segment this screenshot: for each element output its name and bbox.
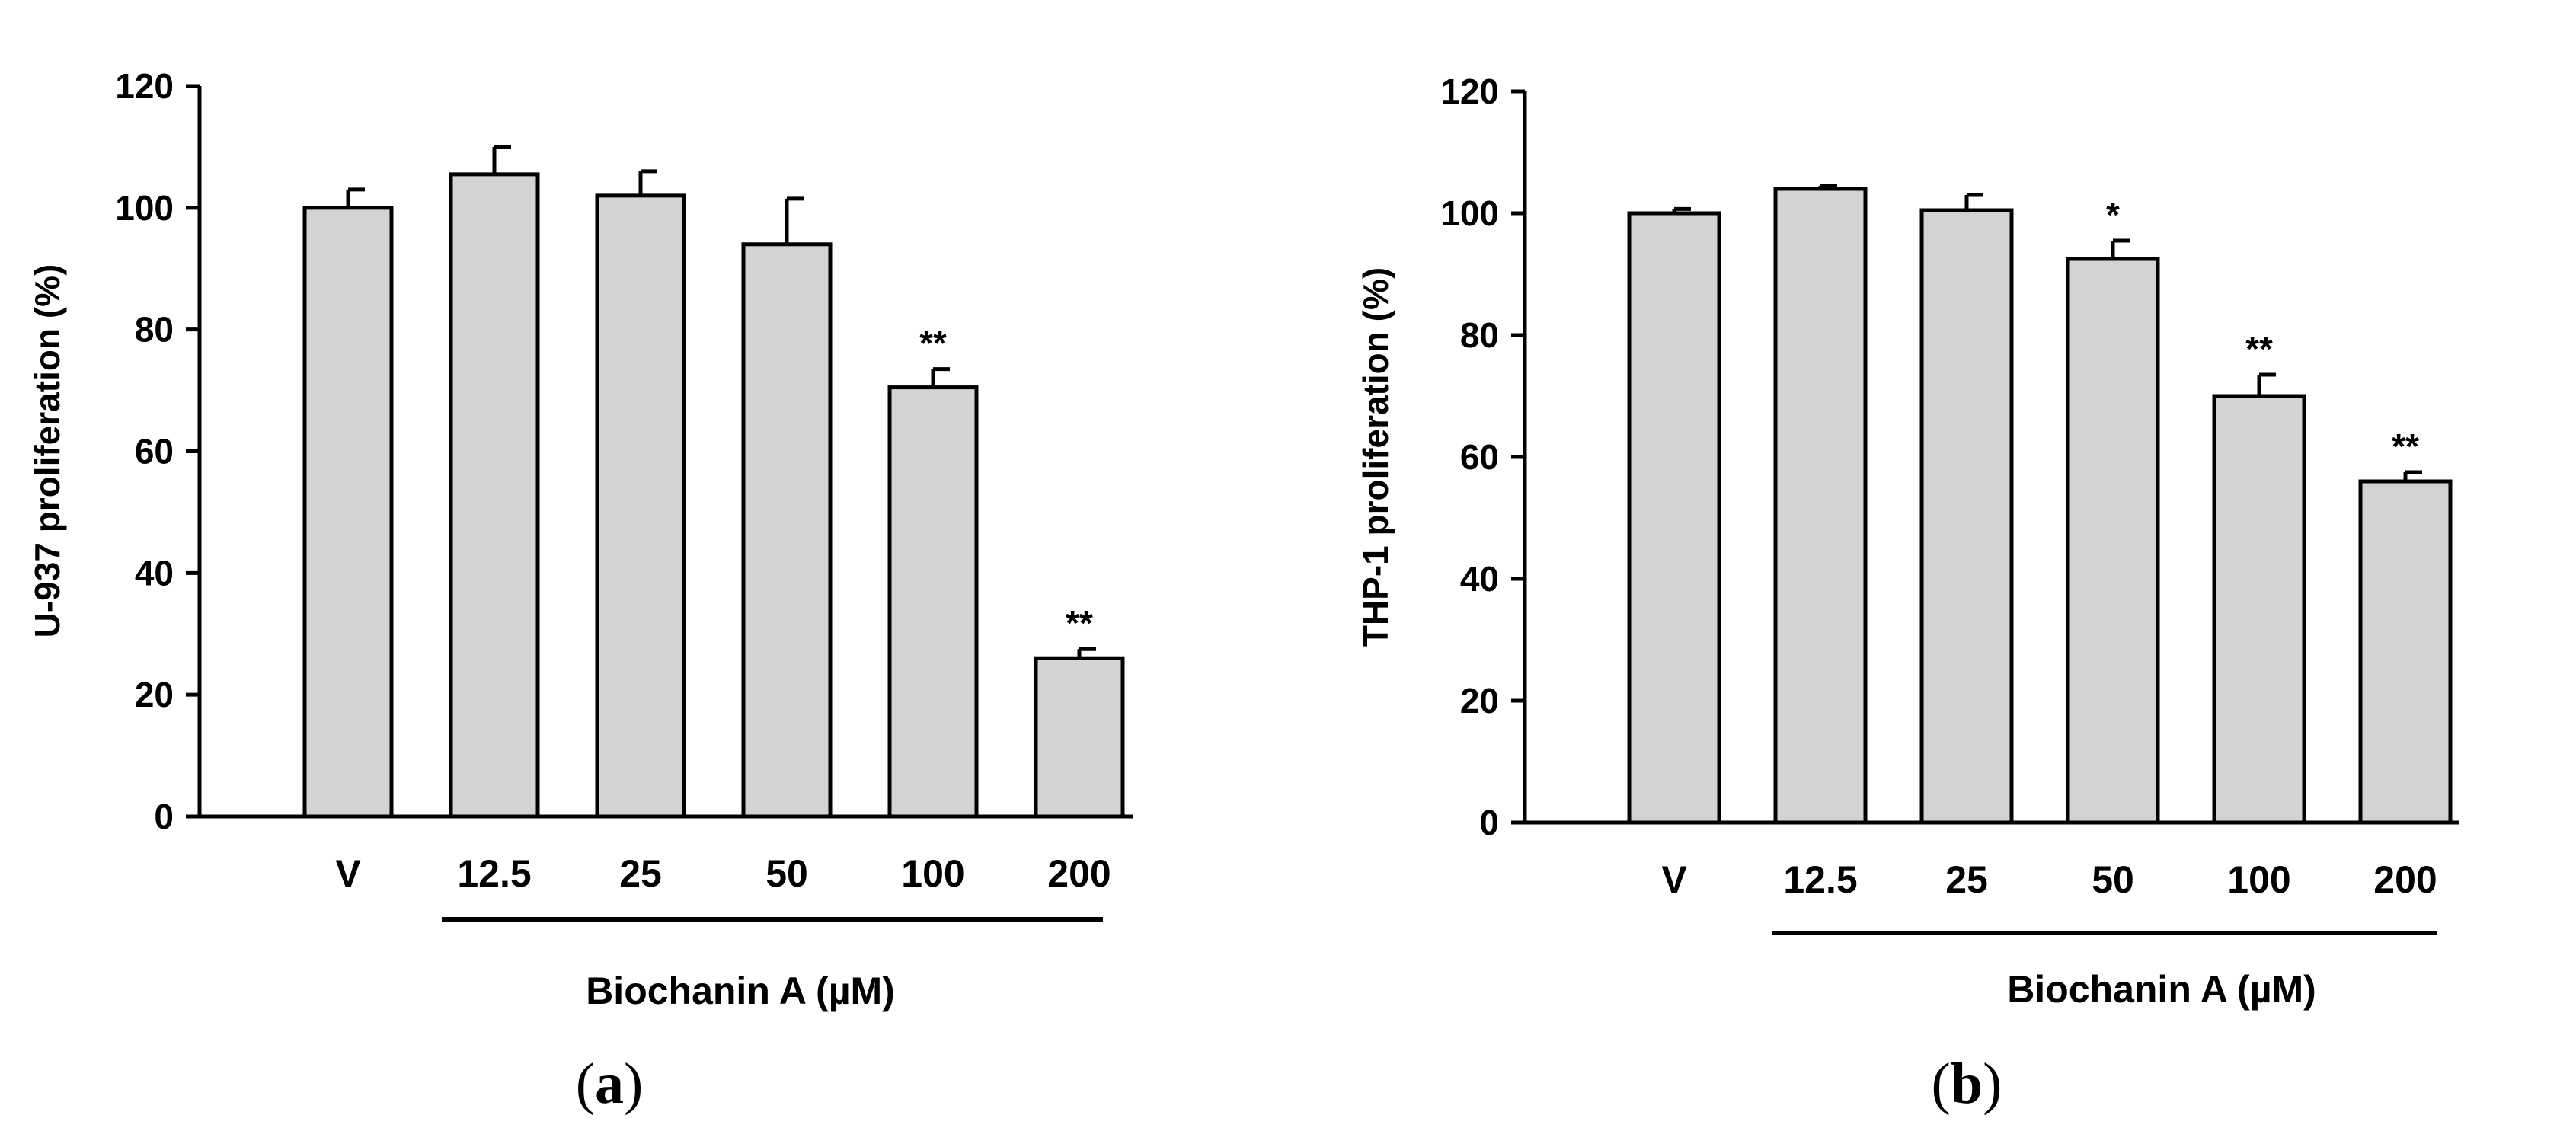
y-tick-label: 0 bbox=[154, 797, 174, 836]
x-axis-label: Biochanin A (µM) bbox=[586, 970, 895, 1012]
y-tick-label: 120 bbox=[115, 66, 174, 106]
x-tick-label: 25 bbox=[1945, 858, 1988, 901]
x-tick-label: 25 bbox=[619, 852, 662, 895]
y-tick-label: 120 bbox=[1440, 72, 1499, 111]
bar bbox=[1034, 656, 1125, 819]
y-tick-label: 60 bbox=[135, 432, 174, 471]
bar bbox=[1919, 208, 2014, 825]
x-tick-label: 100 bbox=[901, 852, 964, 895]
bar bbox=[1627, 211, 1721, 825]
x-tick-label: 12.5 bbox=[457, 852, 531, 895]
y-tick-label: 100 bbox=[1440, 193, 1499, 233]
x-tick-label: 200 bbox=[1047, 852, 1111, 895]
bar bbox=[302, 206, 394, 819]
significance-marker: * bbox=[2106, 195, 2120, 235]
x-tick-label: 50 bbox=[765, 852, 808, 895]
y-tick-label: 100 bbox=[115, 188, 174, 228]
y-tick-label: 40 bbox=[135, 553, 174, 593]
y-tick-label: 0 bbox=[1479, 803, 1499, 842]
chart-panel-b: 0 20 40 60 80 100 120 V 12.5 25 * 50 ** 100 ** 200 Bioch… bbox=[1356, 72, 2459, 1116]
x-axis-label: Biochanin A (µM) bbox=[2007, 968, 2316, 1011]
panel-letter: a bbox=[595, 1052, 624, 1116]
x-tick-label: 12.5 bbox=[1783, 858, 1857, 901]
x-tick-label: 100 bbox=[2227, 858, 2290, 901]
panel-label: (a) bbox=[576, 1052, 644, 1116]
bar bbox=[2212, 394, 2306, 825]
chart-panel-a: 0 20 40 60 80 100 120 V 12.5 25 50 ** 100 ** 200 Biocha… bbox=[27, 66, 1133, 1116]
x-tick-label: 50 bbox=[2092, 858, 2134, 901]
x-tick-label: V bbox=[335, 852, 361, 895]
y-tick-label: 80 bbox=[1460, 315, 1499, 355]
panel-letter: b bbox=[1951, 1052, 1983, 1116]
y-tick-label: 20 bbox=[135, 675, 174, 714]
bar bbox=[449, 172, 540, 819]
bar bbox=[2066, 257, 2160, 825]
x-tick-label: 200 bbox=[2373, 858, 2437, 901]
panel-label: (b) bbox=[1932, 1052, 2002, 1116]
significance-marker: ** bbox=[2392, 427, 2419, 466]
y-tick-label: 40 bbox=[1460, 559, 1499, 599]
bar bbox=[741, 242, 833, 819]
y-tick-label: 20 bbox=[1460, 681, 1499, 720]
bar bbox=[887, 385, 979, 819]
significance-marker: ** bbox=[2245, 329, 2273, 369]
significance-marker: ** bbox=[919, 324, 947, 363]
y-axis-label: THP-1 proliferation (%) bbox=[1356, 267, 1395, 647]
bar bbox=[595, 193, 686, 819]
y-tick-label: 80 bbox=[135, 310, 174, 350]
significance-marker: ** bbox=[1066, 603, 1093, 643]
y-tick-label: 60 bbox=[1460, 437, 1499, 477]
y-axis-label: U-937 proliferation (%) bbox=[27, 264, 67, 638]
bar bbox=[1773, 187, 1868, 825]
x-tick-label: V bbox=[1661, 858, 1687, 901]
bar bbox=[2358, 479, 2453, 825]
